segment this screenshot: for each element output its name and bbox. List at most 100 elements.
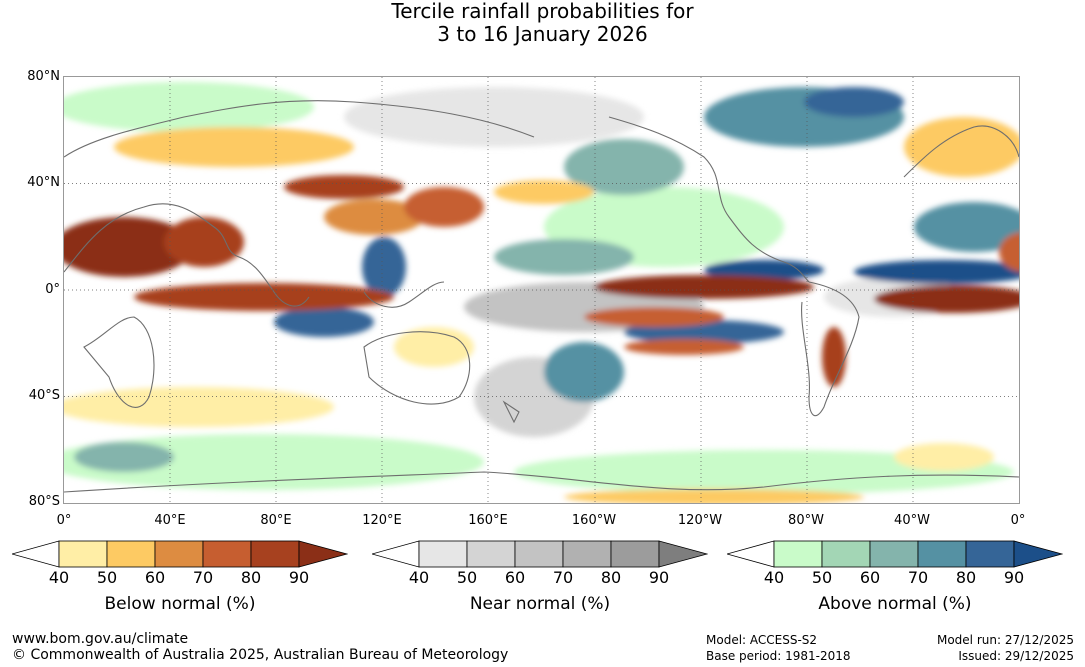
tick-above-40: 40 <box>763 568 785 587</box>
colorbar-near-swatch-40 <box>418 540 468 568</box>
colorbar-near-high-arrow <box>658 540 708 568</box>
region-above-southern-ocean-2 <box>514 450 1014 494</box>
region-above-bay-bengal <box>362 237 406 297</box>
tick-below-90: 90 <box>288 568 310 587</box>
coastline-australia <box>363 331 471 405</box>
tick-above-60: 60 <box>859 568 881 587</box>
coastline-europe <box>903 125 1019 178</box>
tick-above-80: 80 <box>955 568 977 587</box>
tick-below-60: 60 <box>144 568 166 587</box>
tick-above-70: 70 <box>907 568 929 587</box>
colorbar-below-swatch-40 <box>58 540 108 568</box>
lat-label-80s: 80°S <box>28 494 60 509</box>
footer-model-run: Model run: 27/12/2025 <box>936 633 1074 647</box>
region-above-north-atlantic <box>914 202 1019 252</box>
region-below-equatorial-atlantic <box>874 285 1019 313</box>
lon-label-120w: 120°W <box>677 513 723 528</box>
footer-url[interactable]: www.bom.gov.au/climate <box>12 631 189 647</box>
colorbar-above-swatch-70 <box>917 540 967 568</box>
lon-label-120e: 120°E <box>362 513 402 528</box>
colorbar-below-swatch-80 <box>250 540 300 568</box>
colorbar-below-high-arrow <box>298 540 348 568</box>
anomaly-regions <box>64 82 1019 503</box>
tick-above-50: 50 <box>811 568 833 587</box>
tick-near-60: 60 <box>504 568 526 587</box>
lon-label-0: 0° <box>56 513 72 528</box>
region-below-himalaya <box>324 199 424 235</box>
colorbar-above <box>727 540 1063 568</box>
region-above-tropical-atlantic <box>854 260 1019 284</box>
colorbar-above-high-arrow <box>1013 540 1063 568</box>
tick-below-80: 80 <box>240 568 262 587</box>
colorbar-near-swatch-50 <box>466 540 516 568</box>
lon-label-0-east: 0° <box>1010 513 1026 528</box>
lon-label-40w: 40°W <box>894 513 930 528</box>
coastline-antarctica <box>64 471 1019 493</box>
map-title: Tercile rainfall probabilities for 3 to … <box>0 0 1085 46</box>
lon-label-80w: 80°W <box>788 513 824 528</box>
tick-below-70: 70 <box>192 568 214 587</box>
region-above-central-america <box>704 260 824 280</box>
colorbar-above-swatch-80 <box>965 540 1015 568</box>
region-below-north-africa <box>64 217 194 277</box>
colorbar-below <box>12 540 348 568</box>
title-line-2: 3 to 16 January 2026 <box>437 22 648 46</box>
lat-label-80n: 80°N <box>27 69 60 84</box>
region-above-npacific-band <box>494 239 634 275</box>
region-above-sw-indian <box>74 442 174 472</box>
lon-label-80e: 80°E <box>260 513 292 528</box>
lat-label-40s: 40°S <box>28 388 60 403</box>
region-below-south-america <box>822 327 846 387</box>
tick-near-80: 80 <box>600 568 622 587</box>
colorbar-near-swatch-80 <box>610 540 660 568</box>
colorbar-near <box>372 540 708 568</box>
region-below-south-indian <box>64 387 334 427</box>
tick-below-40: 40 <box>48 568 70 587</box>
legend-title-above: Above normal (%) <box>818 594 972 614</box>
colorbar-above-low-arrow <box>727 540 775 568</box>
footer-copyright: © Commonwealth of Australia 2025, Austra… <box>12 647 509 663</box>
colorbar-below-swatch-70 <box>202 540 252 568</box>
colorbar-above-swatch-50 <box>821 540 871 568</box>
colorbar-above-swatch-40 <box>773 540 823 568</box>
map-svg <box>64 77 1019 503</box>
region-below-central-asia <box>284 175 404 199</box>
region-below-eurasia <box>114 127 354 167</box>
region-below-equatorial-pacific <box>594 275 814 299</box>
region-above-south-pacific <box>544 342 624 402</box>
coastline-new-zealand <box>502 400 520 424</box>
footer-model: Model: ACCESS-S2 <box>706 633 818 647</box>
tick-near-40: 40 <box>408 568 430 587</box>
region-below-west-africa <box>999 232 1019 272</box>
region-below-north-pacific <box>494 180 594 204</box>
colorbar-near-low-arrow <box>372 540 420 568</box>
region-below-south-atlantic <box>894 443 994 471</box>
legend-title-near: Near normal (%) <box>469 594 611 614</box>
tick-near-50: 50 <box>456 568 478 587</box>
colorbar-above-swatch-60 <box>869 540 919 568</box>
tick-below-50: 50 <box>96 568 118 587</box>
lon-label-160w: 160°W <box>571 513 617 528</box>
region-below-south-equatorial-pacific <box>584 307 724 327</box>
colorbar-below-low-arrow <box>12 540 60 568</box>
region-above-arctic <box>804 87 904 117</box>
footer-issued: Issued: 29/12/2025 <box>958 649 1074 663</box>
lon-label-160e: 160°E <box>468 513 508 528</box>
title-line-1: Tercile rainfall probabilities for <box>391 0 694 23</box>
tick-near-90: 90 <box>648 568 670 587</box>
lat-label-equator: 0° <box>45 282 60 297</box>
graticule <box>64 77 1019 503</box>
coastline-southern-africa <box>83 316 155 408</box>
legend-title-below: Below normal (%) <box>104 594 256 614</box>
tick-above-90: 90 <box>1003 568 1025 587</box>
colorbar-below-swatch-50 <box>106 540 156 568</box>
coastline-south-america <box>800 281 860 417</box>
region-above-alaska <box>564 139 684 195</box>
colorbar-near-swatch-70 <box>562 540 612 568</box>
region-below-sepacific <box>624 339 744 355</box>
lon-label-40e: 40°E <box>154 513 186 528</box>
coastlines <box>64 100 1019 493</box>
probability-map <box>63 76 1020 504</box>
coastline-eurasia-north <box>64 100 535 158</box>
coastline-north-america <box>608 116 810 283</box>
